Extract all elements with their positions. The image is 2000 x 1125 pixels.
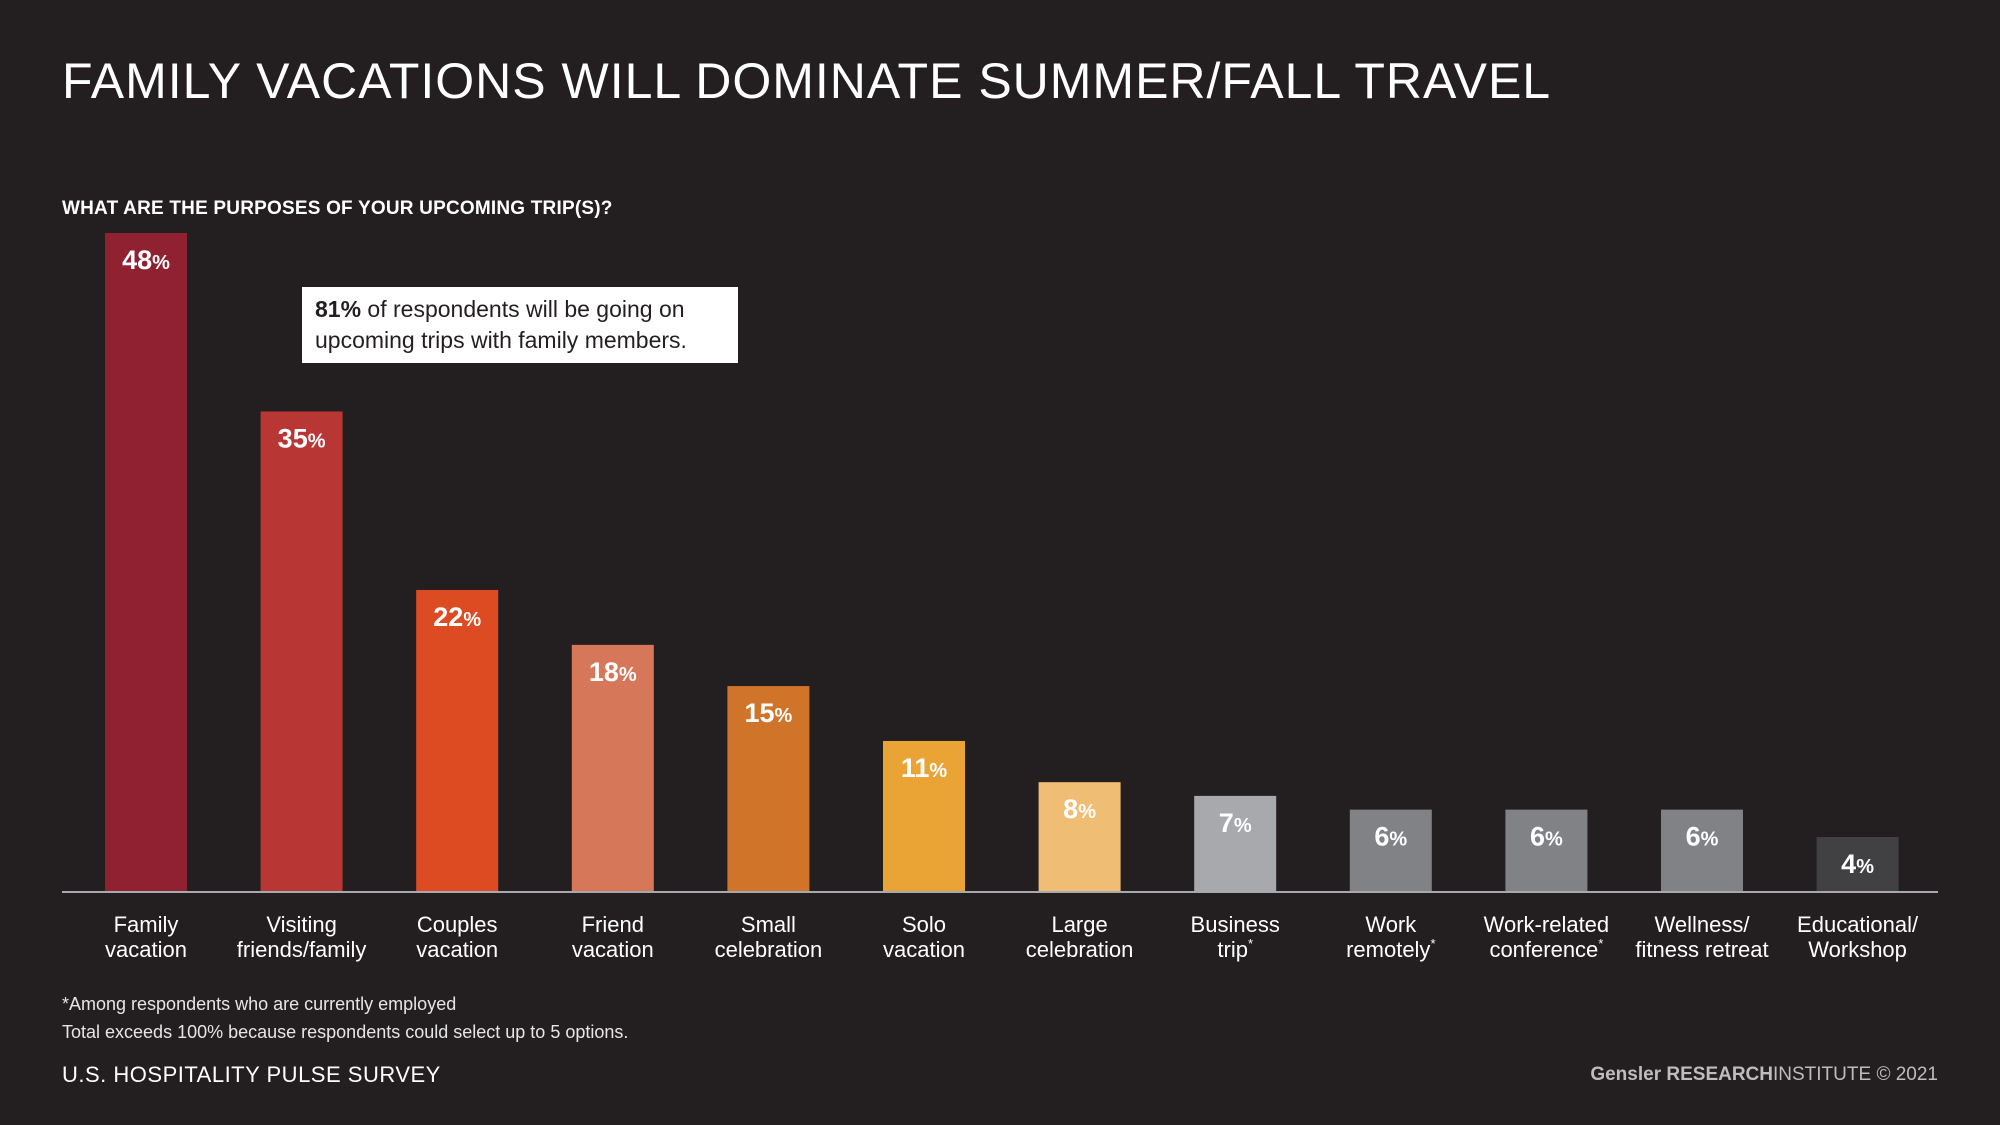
data-label: 22%	[433, 602, 481, 632]
category-label: remotely*	[1346, 936, 1435, 962]
category-label: fitness retreat	[1635, 937, 1768, 962]
bar	[416, 589, 499, 892]
bar	[1505, 809, 1588, 892]
bar	[883, 740, 965, 892]
brand-name: Gensler	[1590, 1064, 1662, 1085]
bar-chart: 48%Familyvacation35%Visitingfriends/fami…	[62, 233, 1938, 962]
category-label: Friend	[582, 912, 644, 937]
category-label: conference*	[1489, 936, 1603, 962]
bar	[1194, 795, 1277, 892]
data-label: 15%	[744, 698, 792, 728]
category-label: Visiting	[266, 912, 337, 937]
category-label: Small	[741, 912, 796, 937]
category-label: Work-related	[1484, 912, 1610, 937]
category-label: Business	[1191, 912, 1280, 937]
bar	[1661, 809, 1743, 892]
bar	[571, 644, 654, 892]
category-label: celebration	[1026, 937, 1134, 962]
bar	[260, 411, 343, 892]
bar	[727, 686, 810, 892]
chart-subtitle: WHAT ARE THE PURPOSES OF YOUR UPCOMING T…	[62, 198, 613, 219]
survey-name: U.S. HOSPITALITY PULSE SURVEY	[62, 1062, 441, 1087]
category-label: Work	[1365, 912, 1417, 937]
category-label: vacation	[883, 937, 965, 962]
callout-text-line1: of respondents will be going on	[361, 296, 685, 322]
category-label: Workshop	[1808, 937, 1907, 962]
footnote-employed: *Among respondents who are currently emp…	[62, 994, 457, 1014]
category-label: Family	[114, 912, 179, 937]
category-label: Solo	[902, 912, 946, 937]
category-label: vacation	[572, 937, 654, 962]
data-label: 4%	[1841, 849, 1874, 879]
brand-research: RESEARCH	[1666, 1064, 1773, 1085]
brand-institute: INSTITUTE	[1773, 1064, 1872, 1085]
data-label: 6%	[1374, 822, 1407, 852]
category-label: trip*	[1217, 936, 1253, 962]
category-label: friends/family	[237, 937, 367, 962]
footnotes: *Among respondents who are currently emp…	[62, 990, 628, 1046]
bar	[1349, 809, 1432, 892]
callout-value: 81%	[315, 296, 362, 322]
callout-box: 81% of respondents will be going on upco…	[302, 287, 738, 363]
data-label: 48%	[122, 245, 170, 275]
category-label: Educational/	[1797, 912, 1919, 937]
page-title: FAMILY VACATIONS WILL DOMINATE SUMMER/FA…	[62, 53, 1552, 109]
brand-logo: Gensler RESEARCHINSTITUTE © 2021	[1590, 1064, 1938, 1086]
bar	[105, 233, 187, 892]
data-label: 6%	[1530, 822, 1563, 852]
bar	[1038, 782, 1121, 892]
callout-text-line2: upcoming trips with family members.	[315, 327, 687, 353]
category-label: vacation	[416, 937, 498, 962]
data-label: 8%	[1063, 794, 1096, 824]
data-label: 35%	[278, 423, 326, 453]
category-label: Couples	[417, 912, 498, 937]
data-label: 6%	[1686, 822, 1719, 852]
data-label: 7%	[1219, 808, 1252, 838]
data-label: 18%	[589, 657, 637, 687]
data-label: 11%	[901, 753, 948, 783]
category-label: Large	[1051, 912, 1107, 937]
footnote-total: Total exceeds 100% because respondents c…	[62, 1022, 629, 1042]
category-label: vacation	[105, 937, 187, 962]
category-label: celebration	[715, 937, 823, 962]
brand-copyright: © 2021	[1876, 1064, 1938, 1085]
bar	[1816, 837, 1899, 892]
category-label: Wellness/	[1655, 912, 1751, 937]
